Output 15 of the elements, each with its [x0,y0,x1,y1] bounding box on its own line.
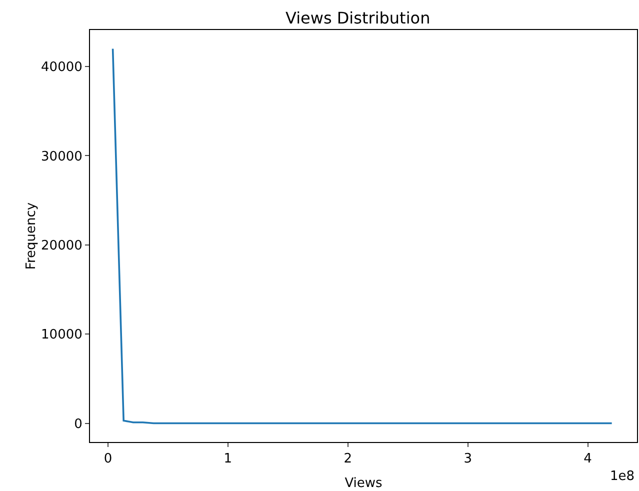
x-tick-label: 1 [224,452,232,467]
y-axis-title: Frequency [24,202,40,270]
y-tick-label: 30000 [41,149,82,164]
x-tick-label: 3 [464,452,472,467]
y-tick-label: 40000 [41,60,82,76]
y-tick-label: 0 [74,416,82,432]
x-tick-label: 0 [104,452,112,467]
x-tick-label: 4 [584,452,592,467]
text: 1e8 [610,469,635,484]
chart-title: Views Distribution [285,8,430,28]
line-series [112,48,613,424]
x-tick-label: 2 [344,452,352,467]
y-tick-label: 20000 [41,238,82,254]
x-axis-title: Views [344,476,383,491]
y-tick-label: 10000 [41,328,82,343]
